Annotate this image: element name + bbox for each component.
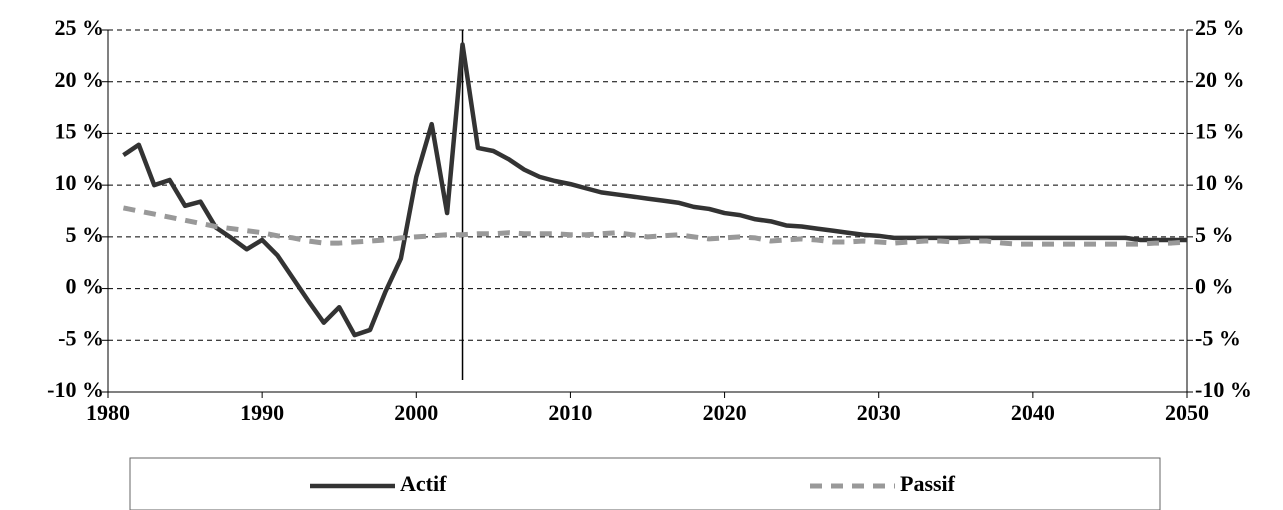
y2-tick-label: 5 % bbox=[1195, 222, 1234, 247]
x-tick-label: 1990 bbox=[240, 400, 284, 425]
y2-tick-label: 0 % bbox=[1195, 274, 1234, 299]
x-tick-label: 1980 bbox=[86, 400, 130, 425]
y2-tick-label: 20 % bbox=[1195, 67, 1245, 92]
x-tick-label: 2040 bbox=[1011, 400, 1055, 425]
x-tick-label: 2050 bbox=[1165, 400, 1209, 425]
x-tick-label: 2000 bbox=[394, 400, 438, 425]
y-tick-label: 5 % bbox=[66, 222, 105, 247]
y-tick-label: 10 % bbox=[55, 170, 105, 195]
y2-tick-label: -10 % bbox=[1195, 377, 1252, 402]
y-tick-label: 20 % bbox=[55, 67, 105, 92]
y-tick-label: 15 % bbox=[55, 118, 105, 143]
y-tick-label: 0 % bbox=[66, 274, 105, 299]
y2-tick-label: 25 % bbox=[1195, 15, 1245, 40]
legend-label: Passif bbox=[900, 471, 956, 496]
y2-tick-label: -5 % bbox=[1195, 325, 1241, 350]
legend-label: Actif bbox=[400, 471, 447, 496]
series-line bbox=[122, 205, 1188, 247]
x-tick-label: 2020 bbox=[703, 400, 747, 425]
y2-tick-label: 10 % bbox=[1195, 170, 1245, 195]
y2-tick-label: 15 % bbox=[1195, 118, 1245, 143]
y-tick-label: -5 % bbox=[58, 325, 104, 350]
legend-box bbox=[129, 457, 1161, 510]
x-tick-label: 2030 bbox=[857, 400, 901, 425]
series-line bbox=[122, 42, 1187, 338]
y-tick-label: 25 % bbox=[55, 15, 105, 40]
y-tick-label: -10 % bbox=[47, 377, 104, 402]
x-tick-label: 2010 bbox=[548, 400, 592, 425]
